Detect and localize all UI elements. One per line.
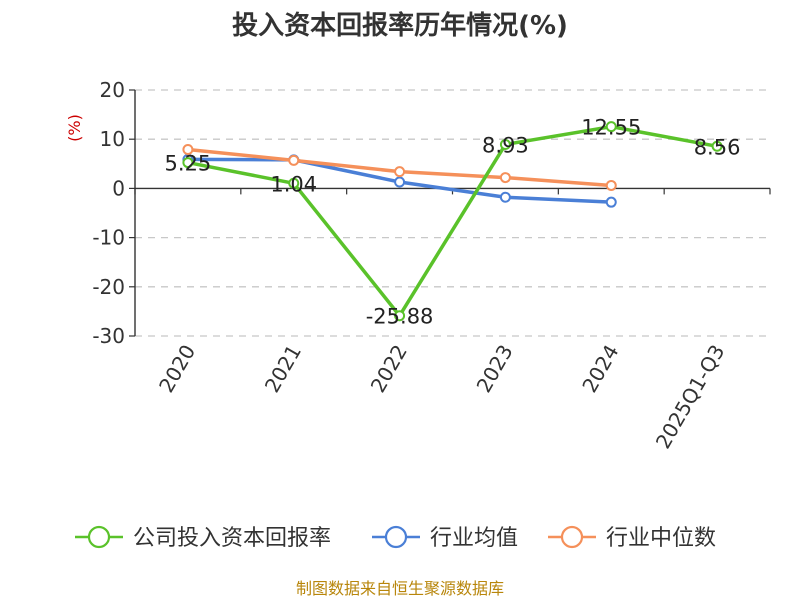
data-point	[182, 157, 194, 169]
y-tick-label: -10	[92, 226, 125, 250]
x-tick-label: 2022	[366, 341, 412, 397]
legend-label: 行业中位数	[606, 526, 716, 551]
data-point	[499, 191, 511, 203]
series-line	[186, 124, 719, 318]
data-point	[182, 144, 194, 156]
data-label: 8.56	[694, 135, 741, 159]
y-tick-label: 20	[100, 78, 125, 102]
legend-swatch-marker	[384, 525, 408, 549]
x-tick-label: 2020	[154, 341, 200, 397]
data-labels: 5.25 1.04 -25.88 8.93 12.55 8.56	[165, 116, 741, 329]
y-tick-labels: 20 10 0 -10 -20 -30	[92, 78, 125, 348]
data-point	[288, 177, 300, 189]
data-label: -25.88	[366, 305, 434, 329]
legend: 公司投入资本回报率 行业均值 行业中位数	[75, 525, 716, 551]
x-tick-labels: 2020 2021 2022 2023 2024 2025Q1-Q3	[154, 341, 729, 453]
data-point	[499, 172, 511, 184]
data-point	[394, 176, 406, 188]
x-tick-label: 2021	[260, 341, 306, 397]
x-tick-label: 2024	[577, 341, 623, 397]
data-point	[499, 138, 511, 150]
data-point	[605, 179, 617, 191]
y-tick-label: 0	[112, 176, 125, 200]
axes	[129, 89, 771, 337]
y-tick-label: 10	[100, 127, 125, 151]
data-point	[605, 196, 617, 208]
series-group	[182, 121, 723, 322]
data-point	[394, 310, 406, 322]
legend-swatch-marker	[560, 525, 584, 549]
data-point	[394, 166, 406, 178]
y-axis-unit: (%)	[65, 114, 84, 142]
data-point	[605, 121, 617, 133]
legend-label: 行业均值	[430, 526, 518, 551]
x-tick-label: 2025Q1-Q3	[651, 341, 730, 453]
data-label: 8.93	[482, 133, 529, 157]
data-point	[711, 140, 723, 152]
legend-label: 公司投入资本回报率	[133, 526, 331, 551]
y-tick-label: -30	[92, 324, 125, 348]
y-tick-label: -20	[92, 275, 125, 299]
source-note: 制图数据来自恒生聚源数据库	[296, 579, 504, 598]
chart-title: 投入资本回报率历年情况(%)	[232, 10, 568, 41]
grid-lines	[135, 89, 770, 337]
legend-swatch-marker	[87, 525, 111, 549]
data-point	[288, 154, 300, 166]
data-label: 5.25	[165, 152, 212, 176]
data-label: 1.04	[270, 172, 317, 196]
data-label: 12.55	[581, 116, 641, 140]
x-tick-label: 2023	[472, 341, 518, 397]
